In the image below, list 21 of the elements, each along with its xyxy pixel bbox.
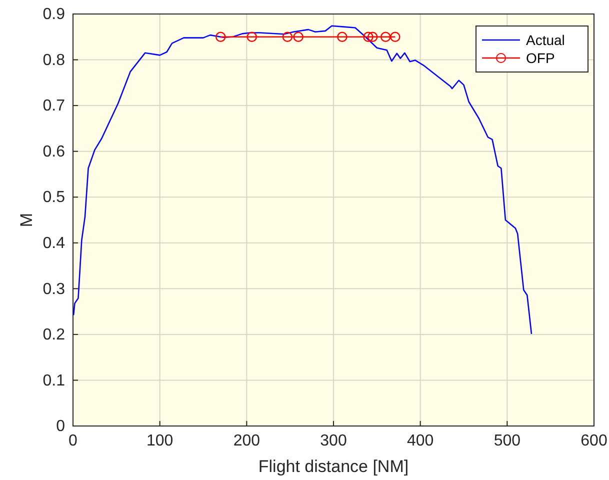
x-tick-label: 0 bbox=[68, 432, 78, 450]
y-tick-label: 0.4 bbox=[42, 235, 66, 252]
x-tick-label: 100 bbox=[146, 432, 174, 450]
y-tick-label: 0.7 bbox=[42, 98, 66, 115]
y-axis-title: M bbox=[17, 212, 36, 228]
y-tick-label: 0.5 bbox=[42, 189, 66, 206]
y-tick-label: 0.3 bbox=[42, 280, 66, 298]
x-tick-label: 500 bbox=[494, 432, 521, 450]
y-tick-label: 0.2 bbox=[42, 326, 66, 344]
y-tick-label: 0.8 bbox=[42, 52, 66, 69]
x-axis-title: Flight distance [NM] bbox=[258, 457, 409, 476]
legend-label: OFP bbox=[526, 50, 555, 66]
y-tick-label: 0.1 bbox=[42, 372, 66, 390]
x-tick-label: 200 bbox=[233, 432, 260, 450]
y-tick-label: 0.9 bbox=[42, 6, 66, 24]
x-tick-label: 400 bbox=[406, 432, 434, 450]
legend-label: Actual bbox=[526, 32, 565, 48]
y-tick-label: 0.6 bbox=[42, 143, 66, 160]
y-tick-label: 0 bbox=[56, 418, 66, 436]
x-tick-label: 600 bbox=[580, 432, 608, 450]
x-tick-label: 300 bbox=[320, 432, 347, 450]
